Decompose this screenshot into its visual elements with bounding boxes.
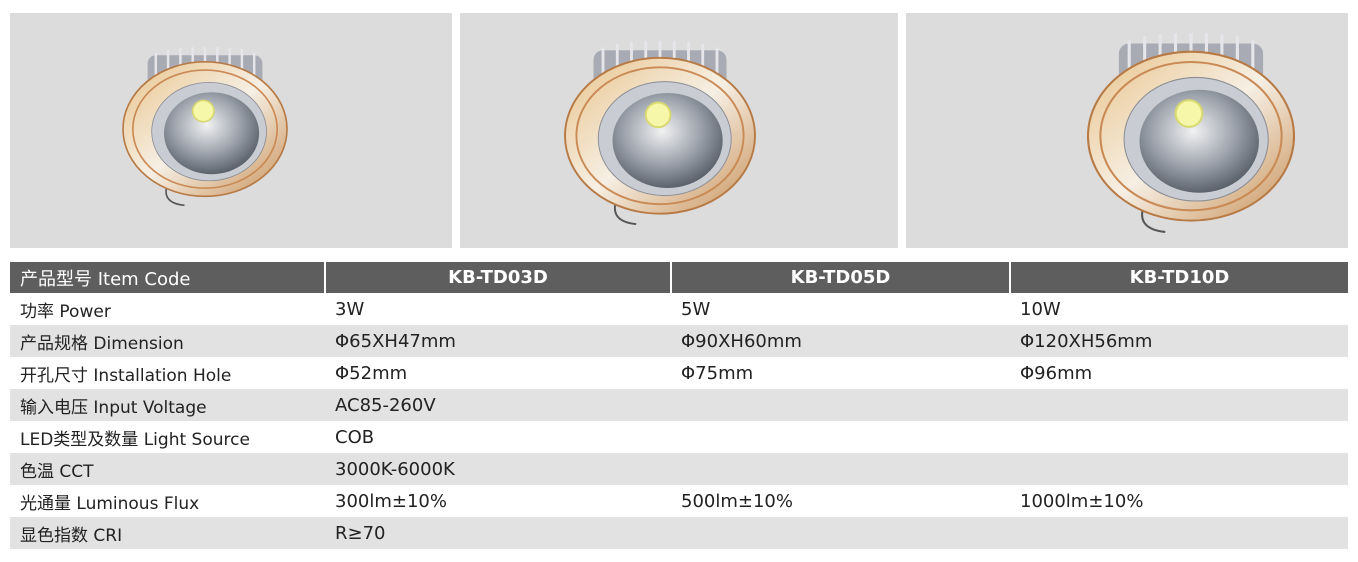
spec-row: 光通量 Luminous Flux 300lm±10% 500lm±10% 1000l… [10, 485, 1348, 517]
spec-value: Φ90XH60mm [671, 325, 1010, 357]
spec-value: R≥70 [325, 517, 1348, 549]
spec-value: 10W [1020, 298, 1061, 320]
product-image [10, 13, 452, 248]
spec-label: 显色指数 CRI [10, 517, 325, 549]
spec-row: 产品规格 Dimension Φ65XH47mm Φ90XH60mm Φ120XH56… [10, 325, 1348, 357]
spec-value: Φ75mm [681, 362, 754, 384]
spec-row: 输入电压 Input Voltage AC85-260V [10, 389, 1348, 421]
spec-value: 1000lm±10% [1020, 490, 1144, 512]
downlight [563, 39, 757, 226]
spec-value: 500lm±10% [681, 490, 793, 512]
downlight [121, 45, 289, 207]
spec-row: 显色指数 CRI R≥70 [10, 517, 1348, 549]
spec-value: AC85-260V [325, 389, 1348, 421]
spec-value: Φ96mm [1020, 362, 1093, 384]
spec-value: 3W [335, 298, 365, 320]
model-code: KB-TD03D [324, 262, 671, 293]
spec-value: Φ120XH56mm [1010, 325, 1348, 357]
spec-value: 3000K-6000K [325, 453, 1348, 485]
header-label: 产品型号 Item Code [10, 262, 325, 293]
spec-value: 5W [681, 298, 711, 320]
spec-label: 色温 CCT [10, 453, 325, 485]
spec-row: LED类型及数量 Light Source COB [10, 421, 1348, 453]
spec-row: 功率 Power 3W 5W 10W [10, 293, 1348, 325]
product-image [906, 13, 1348, 248]
spec-label: 输入电压 Input Voltage [10, 389, 325, 421]
model-code: KB-TD10D [1009, 262, 1348, 293]
spec-value: Φ65XH47mm [325, 325, 671, 357]
spec-label: 功率 Power [20, 301, 111, 322]
spec-table: 产品型号 Item Code KB-TD03D KB-TD05D KB-TD10D 功… [10, 262, 1348, 549]
model-code: KB-TD05D [670, 262, 1010, 293]
spec-row: 色温 CCT 3000K-6000K [10, 453, 1348, 485]
header-row: 产品型号 Item Code KB-TD03D KB-TD05D KB-TD10D [10, 262, 1348, 293]
spec-row: 开孔尺寸 Installation Hole Φ52mm Φ75mm Φ96mm [10, 357, 1348, 389]
spec-label: 产品规格 Dimension [10, 325, 325, 357]
spec-value: Φ52mm [335, 362, 408, 384]
spec-value: COB [335, 426, 375, 448]
spec-value: 300lm±10% [335, 490, 447, 512]
spec-label: LED类型及数量 Light Source [20, 429, 250, 450]
spec-label: 光通量 Luminous Flux [20, 493, 200, 514]
spec-label: 开孔尺寸 Installation Hole [20, 365, 232, 386]
product-image [460, 13, 898, 248]
downlight [1086, 31, 1296, 234]
